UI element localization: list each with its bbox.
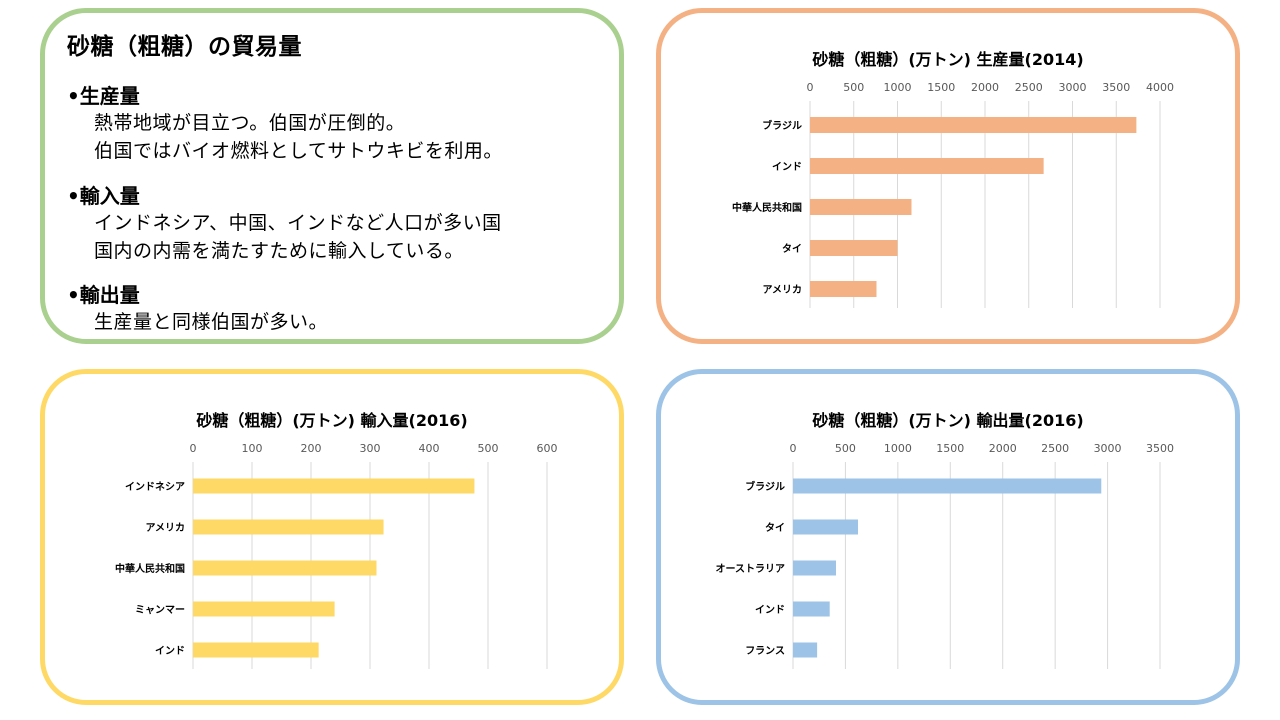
x-tick-label: 2500 [1041,442,1069,455]
category-label: ブラジル [745,480,785,493]
imports-line-1: インドネシア、中国、インドなど人口が多い国 [94,212,502,234]
bar [810,281,877,297]
x-tick-label: 1500 [927,81,955,94]
exports-chart-panel: 砂糖（粗糖）(万トン) 輸出量(2016) 0 500 1000 1500 2000 250… [656,369,1240,705]
imports-heading: •輸入量 [67,184,140,208]
bar [810,240,898,256]
bar [193,519,384,535]
imports-section: •輸入量 インドネシア、中国、インドなど人口が多い国 国内の内需を満たすために輸… [67,183,502,265]
x-tick-label: 4000 [1146,81,1174,94]
category-label: アメリカ [146,522,186,534]
category-label: タイ [782,243,802,255]
category-label: インド [155,645,185,657]
x-tick-label: 300 [360,442,381,455]
chart-title: 砂糖（粗糖）(万トン) 輸入量(2016) [196,411,467,430]
bar [793,519,859,535]
x-tick-label: 0 [190,442,197,455]
bar [793,560,836,576]
category-label: インドネシア [125,481,185,493]
summary-panel: 砂糖（粗糖）の貿易量 •生産量 熱帯地域が目立つ。伯国が圧倒的。 伯国ではバイオ… [40,8,624,344]
category-label: 中華人民共和国 [115,562,185,575]
bar [793,478,1102,494]
summary-title: 砂糖（粗糖）の貿易量 [67,34,302,60]
chart-title: 砂糖（粗糖）(万トン) 輸出量(2016) [812,411,1083,430]
x-tick-label: 400 [419,442,440,455]
production-line-2: 伯国ではバイオ燃料としてサトウキビを利用。 [94,140,503,162]
exports-heading: •輸出量 [67,283,140,307]
category-label: アメリカ [763,284,803,296]
category-label: タイ [765,522,785,534]
x-tick-label: 200 [301,442,322,455]
category-label: オーストラリア [716,563,786,575]
x-tick-label: 3000 [1094,442,1122,455]
x-tick-label: 0 [807,81,814,94]
bar [193,601,335,617]
exports-section: •輸出量 生産量と同様伯国が多い。 [67,282,328,336]
bar [793,601,830,617]
production-chart: 砂糖（粗糖）(万トン) 生産量(2014) 0 500 1000 1500 2000 250… [732,50,1174,308]
x-tick-label: 1000 [884,442,912,455]
bar [193,478,475,494]
category-label: インド [772,161,802,173]
exports-chart: 砂糖（粗糖）(万トン) 輸出量(2016) 0 500 1000 1500 2000 250… [716,411,1174,669]
production-line-1: 熱帯地域が目立つ。伯国が圧倒的。 [94,112,406,134]
x-tick-label: 500 [835,442,856,455]
x-tick-label: 600 [537,442,558,455]
x-tick-label: 0 [790,442,797,455]
imports-line-2: 国内の内需を満たすために輸入している。 [94,240,464,262]
exports-line-1: 生産量と同様伯国が多い。 [94,311,329,333]
x-tick-label: 100 [242,442,263,455]
x-tick-label: 3500 [1146,442,1174,455]
x-tick-label: 500 [843,81,864,94]
category-label: 中華人民共和国 [732,201,802,214]
bar [793,642,818,658]
x-tick-label: 2000 [989,442,1017,455]
imports-chart-panel: 砂糖（粗糖）(万トン) 輸入量(2016) 0 100 200 300 400 500 600… [40,369,624,705]
bar [193,642,319,658]
x-tick-label: 1000 [884,81,912,94]
x-tick-label: 3000 [1059,81,1087,94]
category-label: ブラジル [762,119,802,132]
bar [810,117,1137,133]
bar [810,158,1044,174]
category-label: フランス [745,645,785,657]
bar [193,560,377,576]
chart-title: 砂糖（粗糖）(万トン) 生産量(2014) [812,50,1083,69]
x-tick-label: 2500 [1015,81,1043,94]
production-heading: •生産量 [67,84,140,108]
production-section: •生産量 熱帯地域が目立つ。伯国が圧倒的。 伯国ではバイオ燃料としてサトウキビを… [67,83,503,165]
category-label: ミャンマー [135,604,185,616]
category-label: インド [755,604,785,616]
imports-chart: 砂糖（粗糖）(万トン) 輸入量(2016) 0 100 200 300 400 500 600… [115,411,558,669]
x-tick-label: 3500 [1102,81,1130,94]
x-tick-label: 1500 [936,442,964,455]
production-chart-panel: 砂糖（粗糖）(万トン) 生産量(2014) 0 500 1000 1500 2000 250… [656,8,1240,344]
x-tick-label: 500 [478,442,499,455]
x-tick-label: 2000 [971,81,999,94]
bar [810,199,912,215]
